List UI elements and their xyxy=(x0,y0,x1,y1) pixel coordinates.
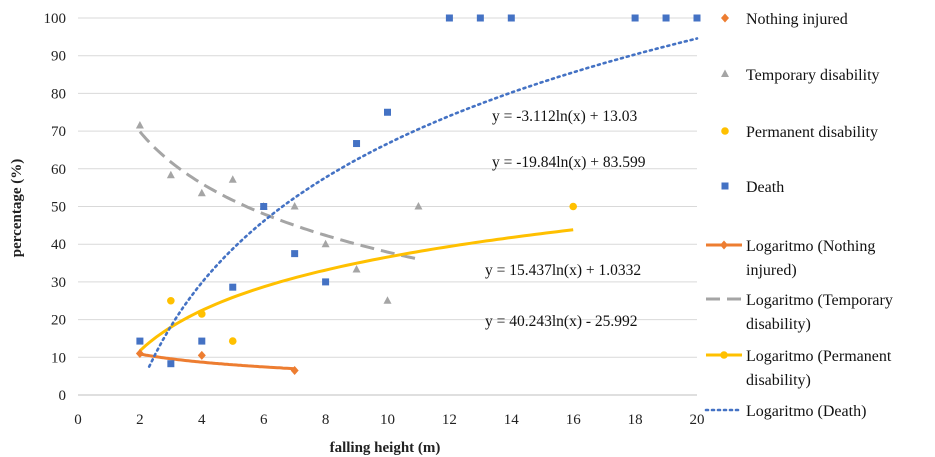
data-point xyxy=(135,120,144,129)
y-tick-label: 100 xyxy=(44,11,67,27)
legend-label: Permanent disability xyxy=(746,124,878,141)
y-tick-label: 10 xyxy=(51,350,66,366)
legend-item: Logaritmo (Temporary disability) xyxy=(706,292,893,333)
x-tick-label: 20 xyxy=(690,412,705,428)
data-point xyxy=(383,296,392,304)
legend-marker xyxy=(721,13,729,23)
legend-marker xyxy=(721,69,729,77)
legend-label: Logaritmo (Temporary xyxy=(746,292,893,309)
data-point xyxy=(569,202,577,211)
data-point xyxy=(167,296,175,305)
data-point xyxy=(290,365,299,375)
x-tick-label: 0 xyxy=(74,412,82,428)
data-point xyxy=(136,337,144,345)
x-tick-label: 6 xyxy=(260,412,268,428)
data-point xyxy=(291,250,299,258)
y-tick-label: 40 xyxy=(51,237,66,253)
y-tick-label: 60 xyxy=(51,162,66,178)
data-point xyxy=(197,188,206,197)
x-tick-label: 12 xyxy=(442,412,457,428)
y-tick-label: 50 xyxy=(51,200,66,216)
legend-item: Logaritmo (Permanent disability) xyxy=(706,348,892,389)
legend-item: Permanent disability xyxy=(721,124,878,141)
data-point xyxy=(135,349,144,359)
data-point xyxy=(445,14,453,22)
data-point xyxy=(322,278,330,286)
legend-marker xyxy=(721,182,729,190)
legend-marker xyxy=(720,351,728,359)
data-point xyxy=(321,239,330,248)
data-point xyxy=(167,360,175,368)
legend-label: Nothing injured xyxy=(746,11,848,28)
x-tick-label: 2 xyxy=(136,412,144,428)
legend-item: Logaritmo (Nothing injured) xyxy=(706,238,875,279)
legend-label: Logaritmo (Death) xyxy=(746,403,866,420)
data-point xyxy=(662,14,670,22)
x-tick-label: 18 xyxy=(628,412,643,428)
y-tick-label: 0 xyxy=(59,388,67,404)
legend-item: Temporary disability xyxy=(721,67,880,84)
x-tick-label: 16 xyxy=(566,412,582,428)
y-tick-label: 70 xyxy=(51,124,66,140)
legend-label: Logaritmo (Permanent xyxy=(746,348,892,365)
data-point xyxy=(384,108,391,116)
x-tick-label: 10 xyxy=(380,412,395,428)
legend-item: Death xyxy=(721,179,784,196)
trendline xyxy=(147,37,699,368)
data-point xyxy=(228,337,237,345)
y-axis-title: percentage (%) xyxy=(9,159,25,257)
data-point xyxy=(260,203,268,210)
data-point xyxy=(507,14,515,22)
equation-permanent-disability: y = 15.437ln(x) + 1.0332 xyxy=(485,262,641,279)
legend-item: Nothing injured xyxy=(721,11,848,28)
data-points xyxy=(135,14,701,375)
legend-label: disability) xyxy=(746,316,811,333)
data-point xyxy=(290,202,299,210)
trendline xyxy=(139,352,295,371)
legend-label: Temporary disability xyxy=(746,67,880,84)
data-point xyxy=(229,283,237,291)
x-tick-label: 4 xyxy=(198,412,206,428)
data-point xyxy=(197,350,206,360)
legend-marker xyxy=(720,240,728,250)
data-point xyxy=(352,264,361,273)
equation-nothing-injured: y = -3.112ln(x) + 13.03 xyxy=(492,108,637,125)
data-point xyxy=(476,14,484,22)
data-point xyxy=(198,337,206,345)
y-tick-label: 20 xyxy=(51,313,66,329)
legend-item: Logaritmo (Death) xyxy=(704,403,866,420)
data-point xyxy=(228,175,237,183)
equation-temporary-disability: y = -19.84ln(x) + 83.599 xyxy=(492,154,646,171)
legend-label: disability) xyxy=(746,372,811,389)
legend-label: Logaritmo (Nothing xyxy=(746,238,875,255)
x-tick-label: 8 xyxy=(322,412,330,428)
x-tick-label: 14 xyxy=(504,412,520,428)
legend-label: Death xyxy=(746,179,784,196)
y-tick-label: 80 xyxy=(51,86,66,102)
legend-label: injured) xyxy=(746,262,797,279)
y-tick-label: 30 xyxy=(51,275,66,291)
data-point xyxy=(414,202,423,210)
gridlines xyxy=(78,17,697,396)
trendline xyxy=(138,228,574,352)
y-tick-label: 90 xyxy=(51,49,66,65)
legend-marker xyxy=(721,127,729,135)
data-point xyxy=(631,14,639,22)
data-point xyxy=(198,310,206,318)
data-point xyxy=(353,140,361,148)
legend: Nothing injured Temporary disability Perma… xyxy=(704,11,893,420)
data-point xyxy=(693,14,701,22)
trendlines xyxy=(138,37,699,371)
equation-death: y = 40.243ln(x) - 25.992 xyxy=(485,313,638,330)
x-axis-title: falling height (m) xyxy=(330,440,441,456)
data-point xyxy=(166,170,175,179)
tick-labels: 0 10 20 30 40 50 60 70 80 90 100 0 2 4 6 8 10 12 14 16 18 20 xyxy=(44,11,705,428)
trendline xyxy=(138,130,419,261)
